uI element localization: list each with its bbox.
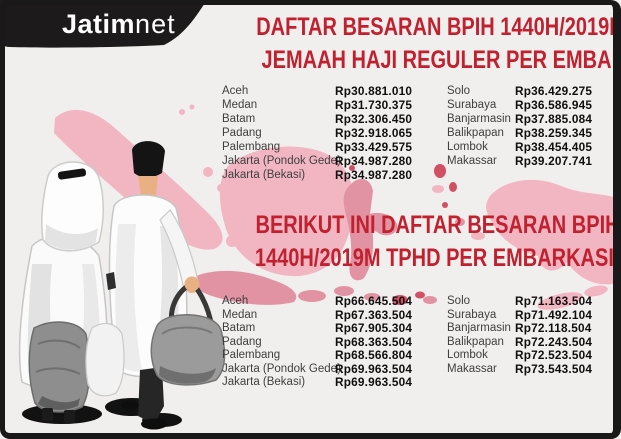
- city-label: Palembang: [222, 349, 281, 361]
- hair-band-shape: [57, 168, 87, 180]
- city-label: Jakarta (Pondok Gede): [222, 362, 341, 375]
- table-row: Lombok Rp38.454.405: [447, 140, 592, 154]
- price-value: Rp66.645.504: [335, 294, 413, 308]
- price-value: Rp34.987.280: [335, 168, 413, 182]
- table-row: Batam Rp32.306.450: [222, 112, 412, 126]
- city-label: Surabaya: [447, 99, 497, 111]
- price-value: Rp38.259.345: [515, 126, 593, 140]
- table-row: Padang Rp68.363.504: [222, 334, 413, 350]
- table-row: Solo Rp36.429.275: [447, 84, 592, 98]
- tphd-table-right: Solo Rp71.163.504 Surabaya Rp71.492.104 Ba…: [447, 294, 593, 377]
- price-value: Rp37.885.084: [515, 112, 593, 126]
- price-value: Rp71.163.504: [515, 294, 593, 308]
- reguler-table-left: Aceh Rp30.881.010 Medan Rp31.730.375 Batam…: [222, 84, 412, 182]
- table-row: Aceh Rp30.881.010: [222, 84, 412, 98]
- city-label: Makassar: [447, 155, 497, 167]
- city-label: Banjarmasin: [447, 322, 511, 334]
- price-value: Rp72.118.504: [515, 321, 592, 335]
- suitcase-shape: [28, 321, 91, 413]
- city-label: Banjarmasin: [447, 113, 511, 125]
- table-row: Jakarta (Pondok Gede) Rp34.987.280: [222, 154, 412, 168]
- city-label: Lombok: [447, 141, 488, 153]
- table-row: Palembang Rp68.566.804: [222, 348, 413, 363]
- table-row: Padang Rp32.918.065: [222, 126, 412, 140]
- table-row: Batam Rp67.905.304: [222, 321, 413, 336]
- city-label: Makassar: [447, 362, 497, 375]
- table-row: Balikpapan Rp38.259.345: [447, 126, 592, 140]
- peci-cap-shape: [132, 141, 165, 178]
- price-value: Rp36.586.945: [515, 98, 593, 112]
- city-label: Padang: [222, 335, 262, 348]
- price-value: Rp38.454.405: [515, 140, 593, 154]
- city-label: Padang: [222, 127, 262, 139]
- price-value: Rp32.306.450: [335, 112, 413, 126]
- price-value: Rp39.207.741: [515, 154, 593, 168]
- table-row: Jakarta (Bekasi) Rp69.963.504: [222, 375, 413, 390]
- price-value: Rp30.881.010: [335, 84, 413, 98]
- table-row: Balikpapan Rp72.243.504: [447, 334, 593, 350]
- tphd-title-line1: BERIKUT INI DAFTAR BESARAN BPIH: [255, 211, 620, 239]
- price-value: Rp72.523.504: [515, 348, 593, 362]
- reguler-section-title: DAFTAR BESARAN BPIH 1440H/2019M JEMAAH H…: [210, 11, 621, 77]
- brand-logo: Jatimnet: [62, 9, 176, 40]
- city-label: Aceh: [222, 295, 249, 307]
- table-row: Jakarta (Bekasi) Rp34.987.280: [222, 168, 412, 182]
- city-label: Solo: [447, 295, 471, 307]
- table-row: Surabaya Rp36.586.945: [447, 98, 592, 112]
- brand-logo-light: net: [135, 9, 176, 39]
- table-row: Makassar Rp39.207.741: [447, 154, 592, 168]
- tphd-section-title: BERIKUT INI DAFTAR BESARAN BPIH 1440H/20…: [210, 209, 620, 275]
- table-row: Lombok Rp72.523.504: [447, 348, 593, 363]
- city-label: Surabaya: [447, 308, 497, 321]
- city-label: Balikpapan: [447, 127, 504, 139]
- city-label: Jakarta (Bekasi): [222, 376, 306, 388]
- tphd-title-line2: 1440H/2019M TPHD PER EMBARKASI: [254, 244, 614, 272]
- price-value: Rp72.243.504: [515, 334, 593, 349]
- city-label: Batam: [222, 113, 256, 125]
- price-value: Rp36.429.275: [515, 84, 593, 98]
- price-value: Rp69.963.504: [335, 375, 413, 389]
- table-row: Banjarmasin Rp37.885.084: [447, 112, 592, 126]
- table-row: Medan Rp31.730.375: [222, 98, 412, 112]
- price-value: Rp34.987.280: [335, 154, 413, 168]
- city-label: Solo: [447, 85, 471, 97]
- reguler-title-line1: DAFTAR BESARAN BPIH 1440H/2019M: [256, 13, 621, 41]
- price-value: Rp32.918.065: [335, 126, 413, 140]
- price-value: Rp68.363.504: [335, 334, 413, 349]
- table-row: Banjarmasin Rp72.118.504: [447, 321, 592, 336]
- city-label: Palembang: [222, 141, 281, 153]
- brand-logo-bold: Jatim: [62, 9, 136, 39]
- table-row: Palembang Rp33.429.575: [222, 140, 412, 154]
- table-row: Surabaya Rp71.492.104: [447, 307, 593, 323]
- price-value: Rp68.566.804: [335, 348, 413, 362]
- city-label: Medan: [222, 99, 258, 111]
- logo-banner: [0, 0, 207, 48]
- price-value: Rp33.429.575: [335, 140, 413, 154]
- tphd-table-left: Aceh Rp66.645.504 Medan Rp67.363.504 Batam…: [222, 294, 413, 390]
- reguler-title-line2: JEMAAH HAJI REGULER PER EMBARKASI: [261, 46, 621, 74]
- price-value: Rp71.492.104: [515, 307, 593, 322]
- city-label: Medan: [222, 308, 258, 321]
- city-label: Aceh: [222, 85, 249, 97]
- table-row: Medan Rp67.363.504: [222, 307, 413, 323]
- table-row: Solo Rp71.163.504: [447, 294, 593, 309]
- table-row: Jakarta (Pondok Gede) Rp69.963.504: [222, 361, 413, 377]
- duffel-bag-shape: [150, 314, 226, 386]
- city-label: Lombok: [447, 349, 488, 361]
- pilgrims-illustration: [18, 141, 226, 430]
- table-row: Makassar Rp73.543.504: [447, 361, 593, 377]
- table-row: Aceh Rp66.645.504: [222, 294, 413, 309]
- price-value: Rp31.730.375: [335, 98, 413, 112]
- city-label: Jakarta (Bekasi): [222, 169, 306, 181]
- price-value: Rp67.905.304: [335, 321, 413, 335]
- price-value: Rp73.543.504: [515, 361, 593, 376]
- city-label: Jakarta (Pondok Gede): [222, 155, 341, 167]
- reguler-table-right: Solo Rp36.429.275 Surabaya Rp36.586.945 Ba…: [447, 84, 592, 168]
- city-label: Balikpapan: [447, 335, 504, 348]
- price-value: Rp69.963.504: [335, 361, 413, 376]
- city-label: Batam: [222, 322, 256, 334]
- price-value: Rp67.363.504: [335, 307, 413, 322]
